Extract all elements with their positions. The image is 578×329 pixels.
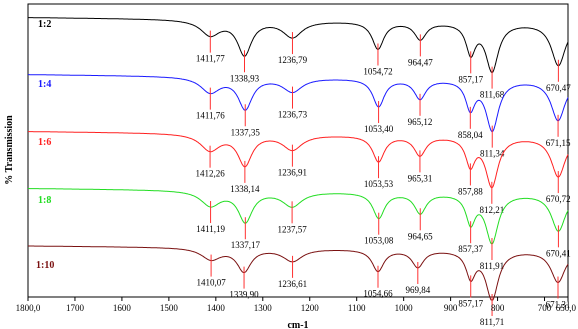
peak-label: 1410,07 xyxy=(196,278,226,288)
series-4: 1:8 1411,19 1337,17 1237,57 1053,08 964,65 857… xyxy=(28,188,571,271)
x-axis-title: cm-1 xyxy=(287,320,308,329)
x-tick-label: 650,0 xyxy=(556,303,577,313)
peak-label: 1054,72 xyxy=(363,66,392,76)
series-3: 1:6 1412,26 1338,14 1236,91 1053,53 965,31 857… xyxy=(28,131,571,215)
x-tick-label: 700 xyxy=(538,303,552,313)
peak-label: 1338,93 xyxy=(230,73,260,83)
series-label: 1:8 xyxy=(38,195,51,206)
peak-label: 964,47 xyxy=(408,57,433,67)
peak-label: 671,31 xyxy=(546,300,571,310)
plot-frame xyxy=(27,3,569,298)
series-line xyxy=(28,188,569,245)
x-tick-label: 1400 xyxy=(207,303,226,313)
peak-label: 811,68 xyxy=(480,90,505,100)
peak-label: 965,31 xyxy=(408,173,433,183)
x-tick-label: 900 xyxy=(444,303,458,313)
x-tick-label: 800 xyxy=(491,303,505,313)
peak-label: 811,34 xyxy=(480,149,505,159)
peak-label: 857,88 xyxy=(458,186,483,196)
peak-label: 670,72 xyxy=(546,194,571,204)
peak-label: 811,71 xyxy=(480,317,504,327)
series-line xyxy=(28,74,569,133)
peak-label: 857,17 xyxy=(458,298,483,308)
series-label: 1:2 xyxy=(38,19,51,30)
x-tick-label: 1200 xyxy=(301,303,320,313)
peak-label: 1236,61 xyxy=(278,279,307,289)
peak-label: 1236,79 xyxy=(278,55,308,65)
peak-label: 1338,14 xyxy=(230,184,260,194)
peak-label: 1054,66 xyxy=(363,289,393,299)
peak-label: 1339,90 xyxy=(229,290,259,300)
peak-label: 670,41 xyxy=(546,248,571,258)
peak-label: 857,17 xyxy=(458,74,483,84)
x-tick-label: 1700 xyxy=(66,303,85,313)
series-2: 1:4 1411,76 1337,35 1236,73 1053,40 965,12 858… xyxy=(28,74,571,159)
x-tick-label: 1300 xyxy=(254,303,273,313)
x-tick-label: 1500 xyxy=(160,303,179,313)
peak-label: 858,04 xyxy=(458,130,483,140)
peak-label: 811,91 xyxy=(480,261,504,271)
y-axis-title: % Transmission xyxy=(4,115,15,185)
peak-label: 1237,57 xyxy=(277,224,307,234)
peak-label: 1412,26 xyxy=(195,169,225,179)
series-line xyxy=(28,17,569,74)
peak-label: 671,15 xyxy=(546,138,571,148)
peak-label: 1337,35 xyxy=(231,127,261,137)
x-tick-label: 1000 xyxy=(395,303,414,313)
peak-label: 1053,08 xyxy=(364,236,394,246)
series-label: 1:6 xyxy=(38,137,51,148)
series-line xyxy=(28,131,569,189)
peak-label: 964,65 xyxy=(408,231,433,241)
peak-label: 1236,73 xyxy=(278,110,308,120)
x-tick-label: 1100 xyxy=(348,303,366,313)
x-tick-label: 1600 xyxy=(113,303,132,313)
series-line xyxy=(28,245,569,301)
peak-label: 812,21 xyxy=(479,205,504,215)
x-axis: 1800,0 1700 1600 1500 1400 1300 1200 1100 1000 90… xyxy=(16,297,577,313)
peak-label: 670,47 xyxy=(546,83,571,93)
peak-label: 1411,77 xyxy=(196,54,225,64)
peak-label: 1053,40 xyxy=(364,124,394,134)
series-layer: 1:2 1411,77 1338,93 1236,79 1054,72 964,47 857… xyxy=(28,17,571,327)
peak-label: 857,37 xyxy=(458,244,483,254)
series-label: 1:4 xyxy=(38,79,51,90)
series-1: 1:2 1411,77 1338,93 1236,79 1054,72 964,47 857… xyxy=(28,17,571,100)
peak-label: 1053,53 xyxy=(364,179,394,189)
x-tick-label: 1800,0 xyxy=(16,303,41,313)
peak-label: 1337,17 xyxy=(231,240,261,250)
series-label: 1:10 xyxy=(36,260,54,271)
peak-label: 1236,91 xyxy=(278,168,307,178)
peak-label: 1411,19 xyxy=(196,224,225,234)
peak-label: 1411,76 xyxy=(196,111,225,121)
peak-label: 969,84 xyxy=(405,285,430,295)
peak-label: 965,12 xyxy=(408,117,433,127)
